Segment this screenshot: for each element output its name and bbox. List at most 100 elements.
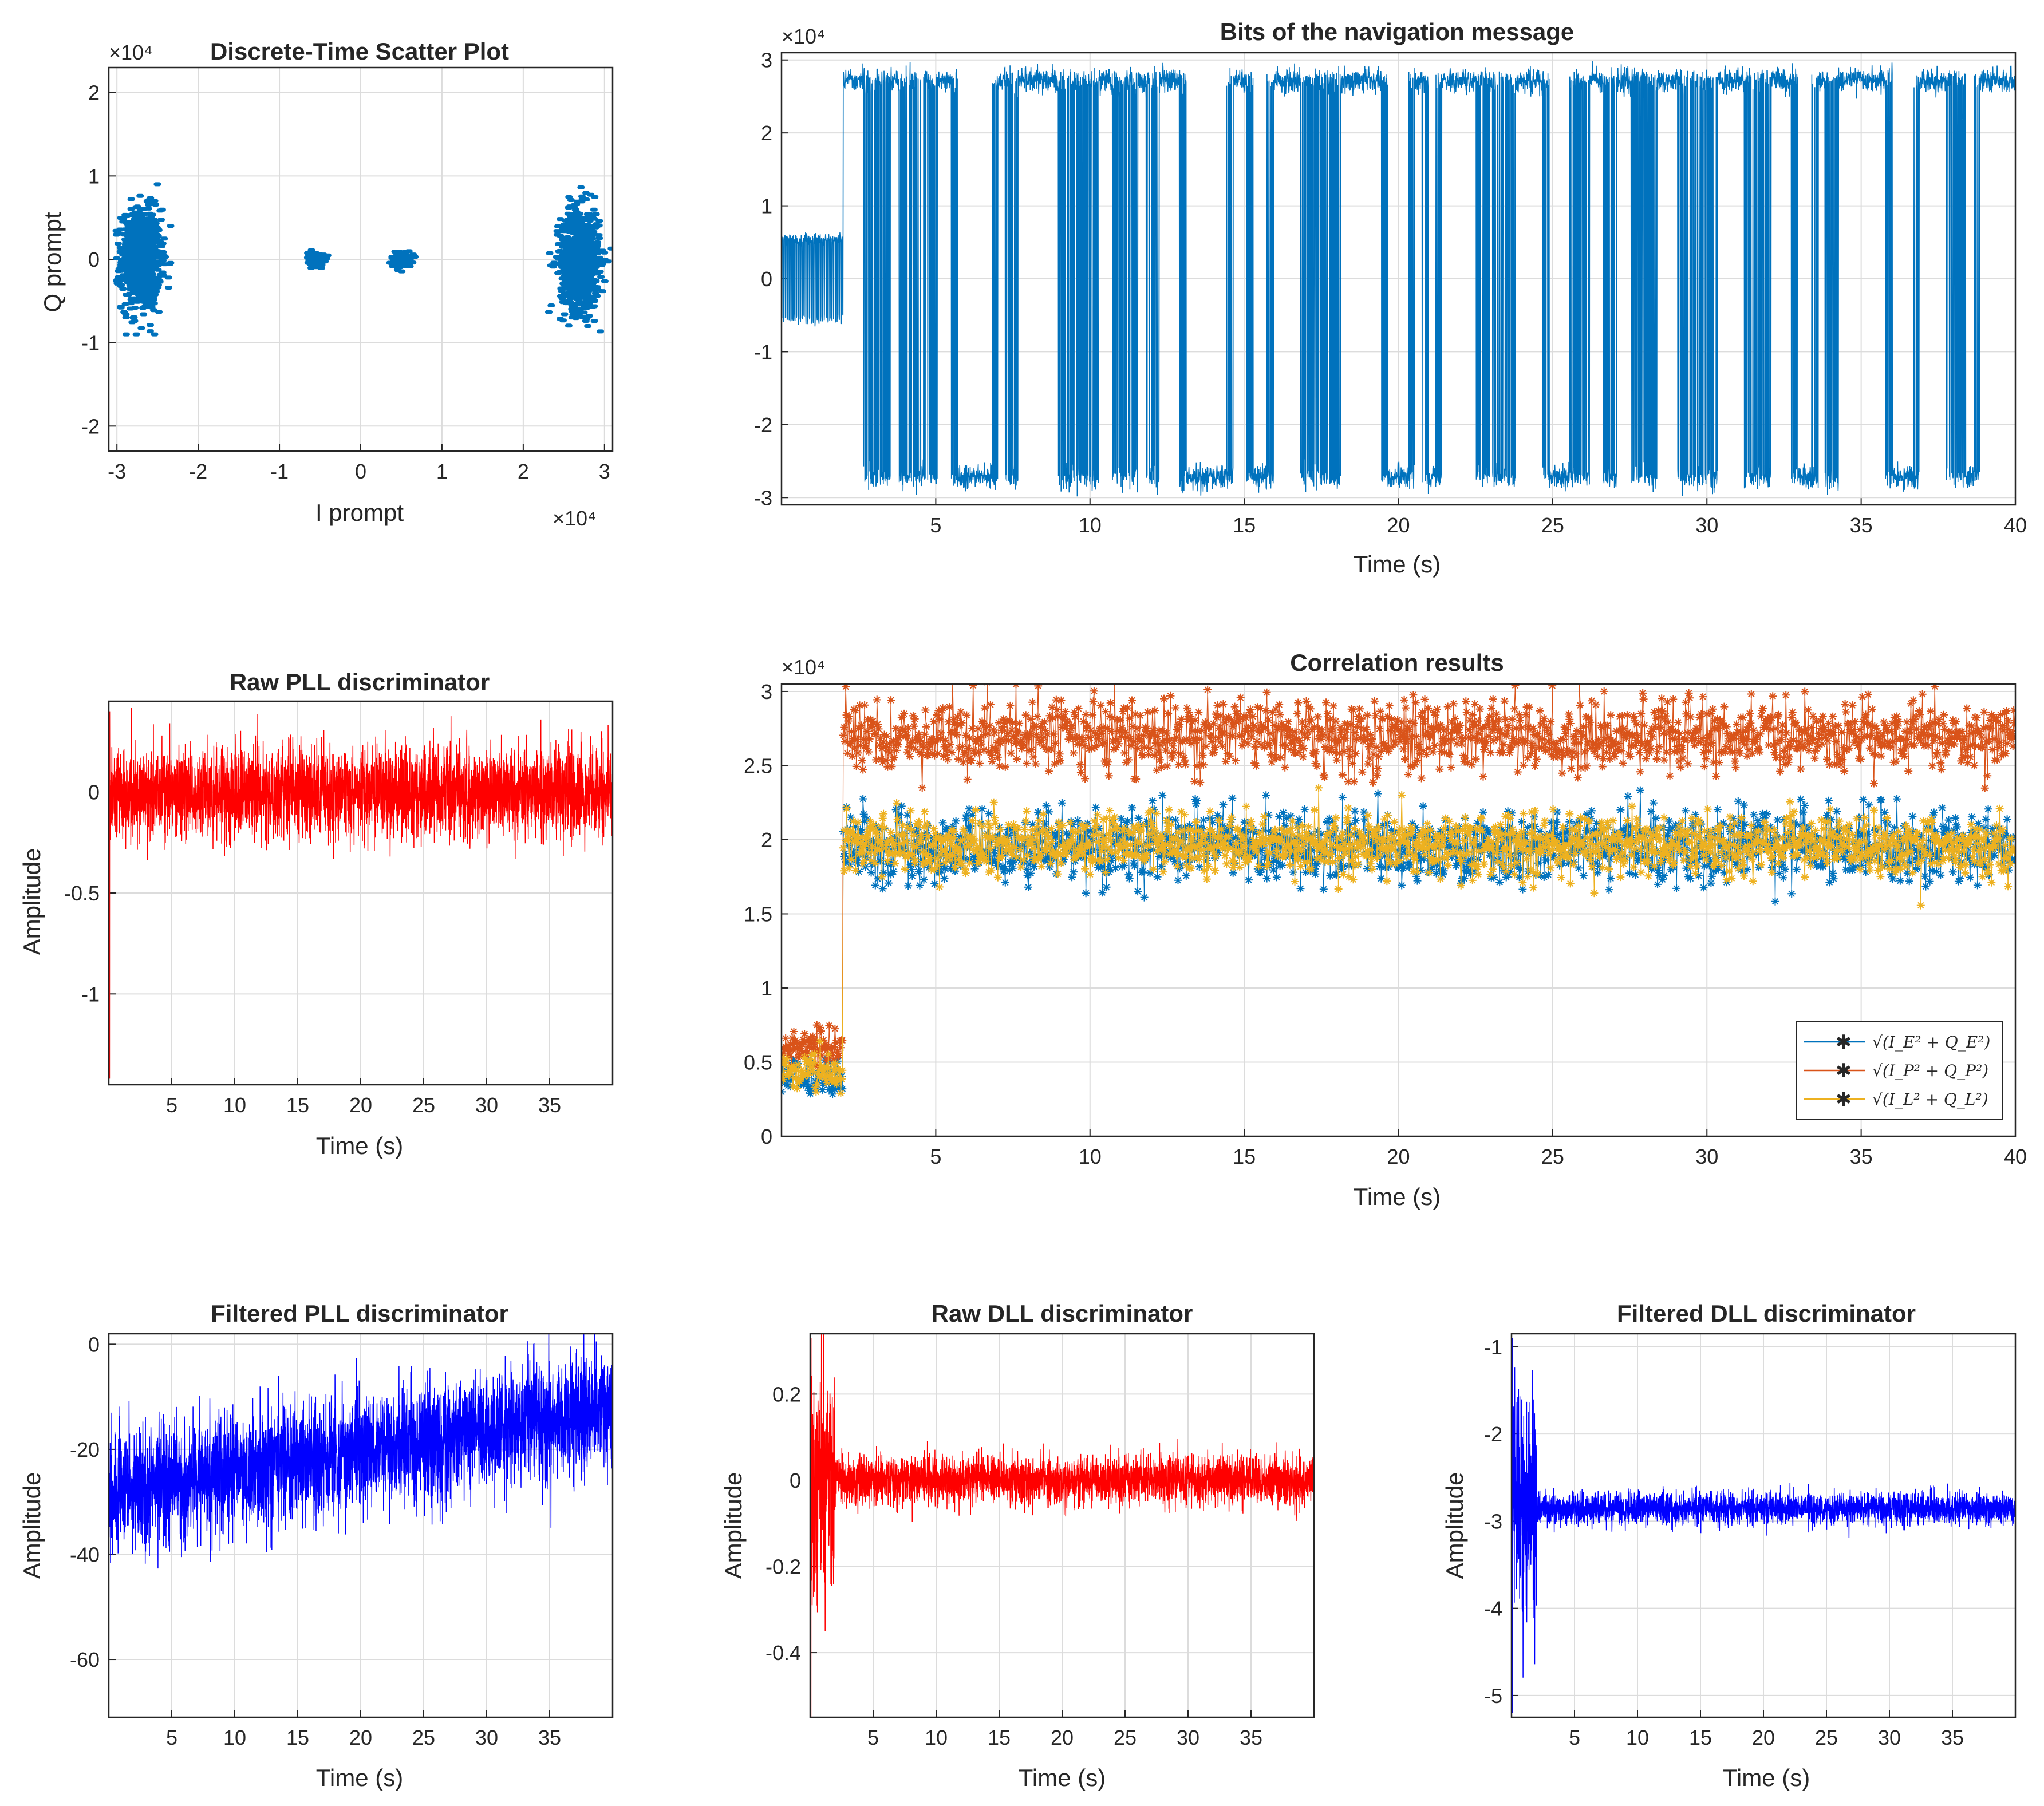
rawpll-xlabel: Time (s) (316, 1132, 403, 1159)
corr-xtick-label-1: 10 (1079, 1145, 1102, 1168)
navbits-plot: Bits of the navigation message ×10⁴ Time… (754, 18, 2027, 578)
legend-label-L: √(I_L² + Q_L²) (1872, 1090, 1988, 1109)
rawpll-axes: 5 10 15 20 25 30 35 -1 -0.5 0 (64, 700, 614, 1117)
corr-xtick-label-0: 5 (930, 1145, 941, 1168)
navbits-axes: 5 10 15 20 25 30 35 40 -3 -2 -1 0 1 2 3 (754, 49, 2027, 537)
corr-ytick-label-2: 1 (761, 977, 772, 1000)
rawdll-xtick-label-1: 10 (925, 1726, 948, 1749)
navbits-plot-area (782, 61, 2015, 497)
scatter-ylabel: Q prompt (39, 212, 66, 312)
filtpll-ytick-label-1: -40 (70, 1543, 100, 1566)
legend-marker-P: ✱ (1836, 1060, 1852, 1082)
navbits-ytick-label-6: 3 (761, 49, 772, 72)
filtdll-title: Filtered DLL discriminator (1617, 1300, 1916, 1327)
scatter-xtick-label-6: 3 (599, 460, 610, 483)
corr-ytick-label-3: 1.5 (744, 902, 772, 926)
rawdll-xtick-label-4: 25 (1114, 1726, 1137, 1749)
rawpll-xtick-label-3: 20 (349, 1093, 372, 1117)
navbits-xlabel: Time (s) (1354, 551, 1441, 578)
rawdll-plot-area (810, 1334, 1314, 1717)
scatter-x-exponent: ×10⁴ (553, 507, 597, 530)
rawdll-series-line (810, 1334, 1314, 1717)
filtpll-xtick-label-2: 15 (286, 1726, 309, 1749)
corr-xtick-label-6: 35 (1850, 1145, 1873, 1168)
rawpll-ytick-label-2: 0 (88, 781, 100, 804)
corr-y-exponent: ×10⁴ (782, 655, 826, 679)
rawdll-ytick-label-0: -0.4 (765, 1641, 801, 1665)
filtdll-xtick-label-6: 35 (1941, 1726, 1964, 1749)
corr-xtick-label-7: 40 (2004, 1145, 2027, 1168)
filtpll-xtick-label-0: 5 (166, 1726, 177, 1749)
rawdll-ytick-label-3: 0.2 (772, 1382, 801, 1406)
scatter-ytick-label-0: -2 (81, 414, 100, 438)
rawdll-ytick-label-1: -0.2 (765, 1555, 801, 1579)
scatter-ytick-label-1: -1 (81, 331, 100, 355)
navbits-xtick-label-4: 25 (1541, 513, 1564, 537)
filtpll-xtick-label-1: 10 (223, 1726, 246, 1749)
scatter-xtick-label-0: -3 (108, 460, 126, 483)
scatter-xtick-label-3: 0 (355, 460, 366, 483)
scatter-plot-area (112, 182, 613, 337)
scatter-xtick-label-1: -2 (189, 460, 207, 483)
rawdll-xtick-label-5: 30 (1177, 1726, 1199, 1749)
legend-label-P: √(I_P² + Q_P²) (1872, 1061, 1988, 1080)
filtpll-title: Filtered PLL discriminator (211, 1300, 508, 1327)
rawdll-ylabel: Amplitude (720, 1472, 747, 1579)
filtpll-xtick-label-3: 20 (349, 1726, 372, 1749)
rawpll-xtick-label-0: 5 (166, 1093, 177, 1117)
navbits-ytick-label-0: -3 (754, 486, 772, 509)
rawdll-frame (809, 1333, 1315, 1718)
rawpll-ylabel: Amplitude (18, 848, 45, 955)
filtdll-plot-area (1512, 1338, 2015, 1713)
navbits-title: Bits of the navigation message (1220, 18, 1574, 45)
rawpll-xtick-label-1: 10 (223, 1093, 246, 1117)
navbits-ytick-label-5: 2 (761, 121, 772, 145)
filtpll-frame (108, 1333, 614, 1718)
rawpll-plot: Raw PLL discriminator Time (s) Amplitude… (18, 669, 614, 1159)
corr-series-P-markers (782, 684, 2015, 1071)
rawdll-axes: 5 10 15 20 25 30 35 -0.4 -0.2 0 0.2 (765, 1333, 1315, 1749)
filtpll-ytick-label-2: -20 (70, 1438, 100, 1461)
filtpll-xtick-label-4: 25 (412, 1726, 435, 1749)
filtpll-ytick-label-0: -60 (70, 1648, 100, 1671)
filtdll-xtick-label-0: 5 (1569, 1726, 1580, 1749)
filtdll-xtick-label-5: 30 (1878, 1726, 1901, 1749)
rawpll-frame (108, 700, 614, 1086)
navbits-ytick-label-2: -1 (754, 340, 772, 363)
filtpll-plot-area (109, 1334, 613, 1569)
filtpll-xtick-label-5: 30 (475, 1726, 498, 1749)
scatter-title: Discrete-Time Scatter Plot (210, 38, 509, 65)
filtdll-series-line (1512, 1338, 2015, 1713)
filtpll-series-line (109, 1334, 613, 1569)
rawdll-xtick-label-6: 35 (1240, 1726, 1262, 1749)
rawpll-ytick-label-1: -0.5 (64, 882, 100, 905)
filtdll-ylabel: Amplitude (1441, 1472, 1468, 1579)
scatter-plot: Discrete-Time Scatter Plot ×10⁴ I prompt… (39, 38, 614, 530)
filtpll-axes: 5 10 15 20 25 30 35 -60 -40 -20 0 (70, 1333, 614, 1749)
legend-marker-L: ✱ (1836, 1089, 1852, 1111)
filtdll-plot: Filtered DLL discriminator Time (s) Ampl… (1441, 1300, 2017, 1791)
corr-xlabel: Time (s) (1354, 1183, 1441, 1210)
navbits-xtick-label-6: 35 (1850, 513, 1873, 537)
navbits-ytick-label-1: -2 (754, 413, 772, 437)
scatter-points (112, 182, 613, 337)
rawpll-series-line (109, 708, 613, 1079)
scatter-axes: -3 -2 -1 0 1 2 3 -2 -1 0 1 2 (81, 66, 614, 483)
filtdll-ytick-label-4: -1 (1484, 1335, 1502, 1359)
navbits-xtick-label-1: 10 (1079, 513, 1102, 537)
filtdll-ytick-label-2: -3 (1484, 1509, 1502, 1533)
filtdll-xtick-label-2: 15 (1689, 1726, 1712, 1749)
corr-series-L-markers (782, 784, 2015, 1097)
scatter-xtick-label-2: -1 (270, 460, 289, 483)
filtdll-frame (1510, 1333, 2017, 1718)
rawpll-xtick-label-2: 15 (286, 1093, 309, 1117)
scatter-xtick-label-5: 2 (518, 460, 529, 483)
corr-title: Correlation results (1290, 649, 1504, 676)
filtdll-ytick-label-3: -2 (1484, 1422, 1502, 1446)
scatter-ytick-label-3: 1 (88, 164, 100, 188)
legend-marker-E: ✱ (1836, 1032, 1852, 1053)
navbits-xtick-label-3: 20 (1387, 513, 1410, 537)
rawpll-title: Raw PLL discriminator (230, 669, 490, 695)
corr-xtick-label-5: 30 (1695, 1145, 1718, 1168)
corr-ytick-label-6: 3 (761, 680, 772, 704)
